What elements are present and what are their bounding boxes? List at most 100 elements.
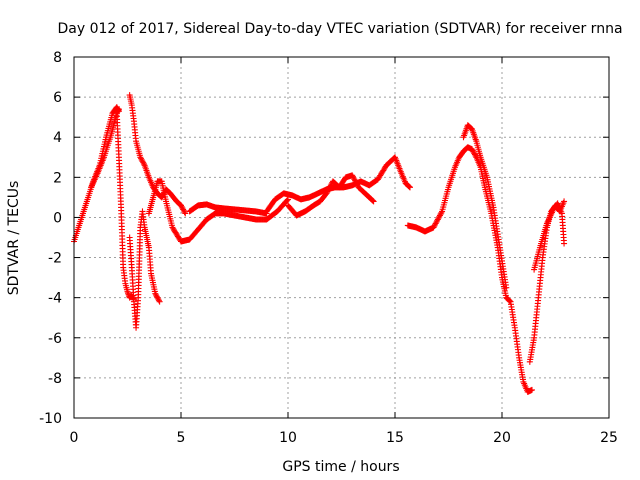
x-axis-label: GPS time / hours <box>282 459 399 475</box>
data-point <box>435 215 442 222</box>
data-point <box>284 197 291 204</box>
data-point <box>561 240 568 247</box>
data-point <box>156 298 163 305</box>
data-point <box>353 180 360 187</box>
data-point <box>323 190 330 197</box>
plot-frame <box>73 56 610 419</box>
y-tick-label: -6 <box>48 331 62 347</box>
y-tick-label: -2 <box>48 251 62 267</box>
data-point <box>471 151 478 158</box>
data-point <box>351 176 358 183</box>
series-arc7 <box>186 201 270 217</box>
data-point <box>152 290 159 297</box>
data-point <box>114 108 121 115</box>
data-point <box>471 150 478 157</box>
y-tick-label: -10 <box>39 411 62 427</box>
data-point <box>115 107 122 114</box>
y-tick-label: 0 <box>53 210 62 226</box>
data-point <box>438 209 445 216</box>
x-tick-label: 10 <box>279 430 297 446</box>
data-point <box>506 297 513 304</box>
data-point <box>327 183 334 190</box>
data-point <box>352 179 359 186</box>
data-point <box>324 189 331 196</box>
data-point <box>434 217 441 224</box>
data-point <box>155 296 162 303</box>
data-point <box>369 197 376 204</box>
data-point <box>433 219 440 226</box>
data-point <box>178 202 184 209</box>
y-tick-label: 2 <box>53 170 62 186</box>
data-point <box>326 185 333 192</box>
y-tick-label: 6 <box>53 90 62 106</box>
data-point <box>369 197 376 204</box>
data-point <box>350 175 357 182</box>
data-point <box>138 155 145 162</box>
data-point <box>561 198 568 205</box>
data-point <box>153 291 160 298</box>
series-arc6 <box>145 178 291 245</box>
data-point <box>349 172 356 179</box>
series-arc9 <box>285 172 377 219</box>
data-point <box>180 206 187 213</box>
x-tick-label: 5 <box>177 430 186 446</box>
series-arc10 <box>404 144 535 395</box>
y-tick-label: 8 <box>53 50 62 66</box>
data-point <box>327 182 334 189</box>
series-arc11 <box>460 122 510 291</box>
data-point <box>153 293 160 300</box>
data-point <box>182 210 189 217</box>
grid <box>74 57 609 418</box>
data-points <box>71 92 568 395</box>
data-point <box>140 159 147 166</box>
data-point <box>354 181 361 188</box>
series-arc4 <box>126 92 189 217</box>
data-point <box>503 284 510 291</box>
x-tick-label: 0 <box>70 430 79 446</box>
data-point <box>349 173 356 180</box>
data-point <box>155 297 162 304</box>
data-point <box>470 148 477 155</box>
data-point <box>370 198 377 205</box>
data-point <box>436 212 443 219</box>
data-point <box>325 186 332 193</box>
chart-title: Day 012 of 2017, Sidereal Day-to-day VTE… <box>57 21 622 37</box>
data-point <box>139 158 146 165</box>
data-point <box>181 209 188 216</box>
y-tick-label: 4 <box>53 130 62 146</box>
data-point <box>179 205 186 212</box>
data-point <box>436 213 443 220</box>
data-point <box>180 207 187 214</box>
data-point <box>430 224 437 231</box>
series-arc5 <box>126 208 163 331</box>
x-tick-label: 20 <box>493 430 511 446</box>
series-arc2 <box>88 106 122 191</box>
y-tick-label: -8 <box>48 371 62 387</box>
data-point <box>352 177 359 184</box>
data-point <box>178 203 185 210</box>
series-arc13 <box>531 200 568 273</box>
data-point <box>140 160 147 167</box>
y-axis-label: SDTVAR / TECUs <box>6 181 22 296</box>
data-point <box>406 184 413 191</box>
data-point <box>137 154 144 161</box>
data-point <box>469 147 476 154</box>
data-point <box>431 223 438 230</box>
data-point <box>467 124 474 131</box>
axis-ticks <box>73 56 610 419</box>
x-tick-label: 15 <box>386 430 404 446</box>
x-tick-labels: 0 5 10 15 20 25 <box>70 430 618 446</box>
data-point <box>138 156 145 163</box>
data-point <box>528 386 535 393</box>
data-point <box>406 183 413 190</box>
data-point <box>472 152 479 159</box>
data-point <box>506 298 513 305</box>
series-arc8 <box>263 154 413 215</box>
data-point <box>431 221 438 228</box>
data-point <box>469 146 476 153</box>
data-point <box>154 294 161 301</box>
data-point <box>437 211 444 218</box>
data-point <box>434 216 441 223</box>
data-point <box>432 220 439 227</box>
